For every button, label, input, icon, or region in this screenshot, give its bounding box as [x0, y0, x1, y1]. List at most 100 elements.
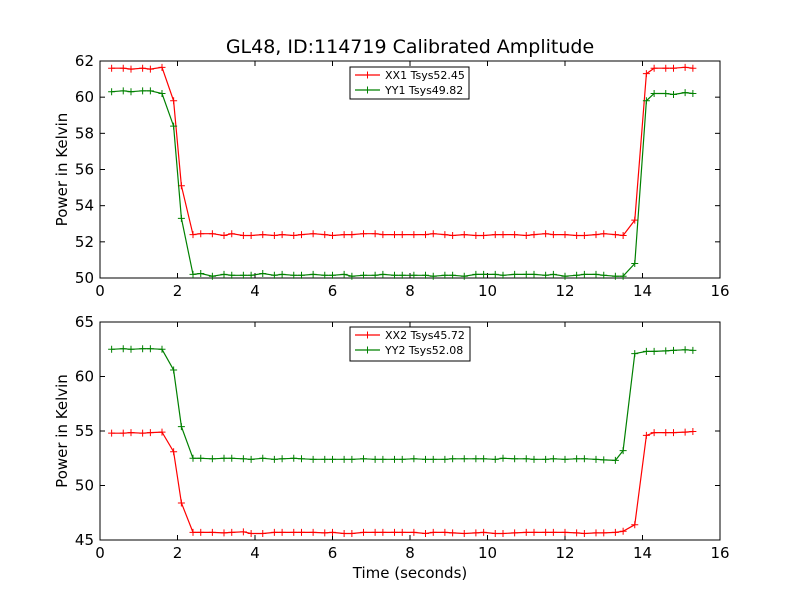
data-point — [398, 271, 406, 279]
data-point — [549, 455, 557, 463]
data-point — [398, 455, 406, 463]
legend: XX2 Tsys45.72 YY2 Tsys52.08 — [349, 326, 471, 362]
data-point — [170, 448, 178, 456]
data-point — [379, 270, 387, 278]
y-tick-label: 60 — [75, 88, 94, 106]
data-point — [662, 429, 670, 437]
data-point — [177, 423, 185, 431]
data-point — [631, 216, 639, 224]
series-line-xx2 — [111, 430, 693, 535]
data-point — [561, 528, 569, 536]
data-point — [642, 70, 650, 78]
data-point — [689, 64, 697, 72]
data-point — [549, 528, 557, 536]
data-point — [600, 271, 608, 279]
data-point — [441, 528, 449, 536]
data-point — [321, 529, 329, 537]
data-point — [611, 272, 619, 280]
legend-entry: YY1 Tsys49.82 — [384, 84, 463, 97]
data-point — [208, 455, 216, 463]
data-point — [561, 272, 569, 280]
data-point — [650, 90, 658, 98]
x-tick-label: 8 — [405, 282, 415, 300]
x-tick-label: 12 — [555, 282, 574, 300]
data-point — [177, 499, 185, 507]
data-point — [573, 455, 581, 463]
data-point — [522, 232, 530, 240]
data-point — [472, 232, 480, 240]
data-point — [429, 272, 437, 280]
data-point — [600, 456, 608, 464]
data-point — [259, 231, 267, 239]
data-point — [139, 87, 147, 95]
data-point — [631, 350, 639, 358]
data-point — [499, 529, 507, 537]
data-point — [681, 428, 689, 436]
data-point — [398, 231, 406, 239]
data-point — [472, 529, 480, 537]
data-point — [460, 529, 468, 537]
data-point — [278, 455, 286, 463]
data-point — [170, 366, 178, 374]
data-point — [391, 455, 398, 463]
data-point — [309, 270, 317, 278]
data-point — [670, 429, 677, 437]
x-axis-label: Time (seconds) — [352, 564, 468, 582]
data-point — [158, 345, 166, 353]
data-point — [127, 345, 135, 353]
data-point — [670, 346, 677, 354]
data-point — [119, 345, 127, 353]
data-point — [170, 122, 178, 130]
data-point — [472, 455, 480, 463]
data-point — [670, 64, 677, 72]
data-point — [681, 89, 689, 97]
data-point — [592, 270, 600, 278]
legend-marker — [364, 86, 371, 94]
data-point — [631, 521, 639, 529]
y-tick-label: 52 — [75, 233, 94, 251]
data-point — [270, 232, 278, 240]
y-tick-label: 50 — [75, 477, 94, 495]
data-point — [189, 231, 197, 239]
data-point — [449, 232, 457, 240]
data-point — [278, 231, 286, 239]
data-point — [197, 269, 205, 277]
data-point — [530, 231, 538, 239]
data-point — [511, 455, 519, 463]
y-tick-label: 55 — [75, 422, 94, 440]
data-point — [371, 271, 379, 279]
data-point — [379, 455, 387, 463]
data-point — [391, 271, 398, 279]
legend-marker — [364, 71, 371, 79]
y-axis-label: Power in Kelvin — [53, 113, 71, 227]
data-point — [247, 529, 255, 537]
data-point — [259, 454, 267, 462]
data-point — [631, 260, 639, 268]
data-point — [422, 455, 429, 463]
data-point — [429, 528, 437, 536]
x-tick-label: 14 — [633, 282, 652, 300]
y-tick-label: 45 — [75, 531, 94, 549]
data-point — [441, 455, 449, 463]
data-point — [681, 63, 689, 71]
data-point — [499, 231, 507, 239]
data-point — [340, 529, 348, 537]
data-point — [208, 272, 216, 280]
data-point — [340, 231, 348, 239]
data-point — [619, 447, 627, 455]
data-point — [662, 347, 670, 355]
data-point — [391, 231, 398, 239]
data-point — [127, 429, 135, 437]
data-point — [600, 529, 608, 537]
data-point — [360, 271, 367, 279]
data-point — [371, 455, 379, 463]
data-point — [573, 271, 581, 279]
series-line-yy1 — [111, 90, 693, 277]
data-point — [600, 230, 608, 238]
data-point — [197, 230, 205, 238]
data-point — [650, 429, 658, 437]
data-point — [247, 455, 255, 463]
data-point — [228, 528, 236, 536]
data-point — [650, 64, 658, 72]
